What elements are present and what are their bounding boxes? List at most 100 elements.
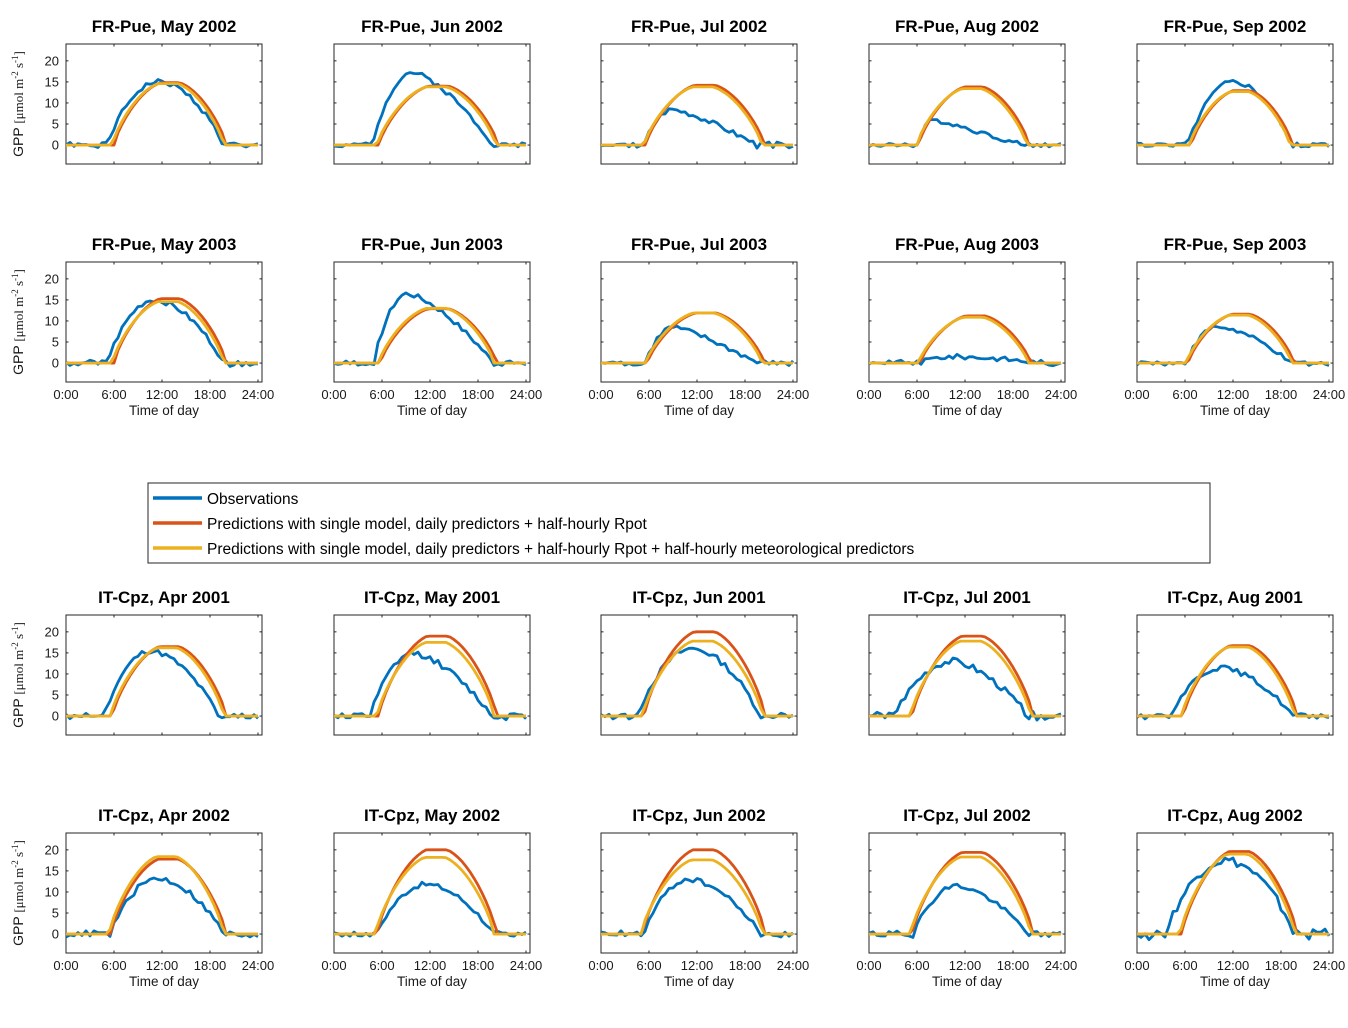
x-tick-label: 6:00 [636, 387, 661, 402]
y-tick-label: 5 [52, 906, 59, 921]
panel-2: FR-Pue, Jun 2002 [333, 17, 531, 165]
series-pred-rpot [869, 85, 1061, 147]
panel-title: FR-Pue, Jul 2003 [631, 235, 767, 254]
series-pred-rpot-met [334, 85, 526, 147]
panel-13: IT-Cpz, Jun 2001 [600, 588, 798, 736]
series-group [334, 291, 527, 367]
series-pred-rpot [869, 634, 1061, 718]
x-tick-label: 18:00 [729, 387, 762, 402]
series-group [1137, 79, 1330, 149]
series-pred-rpot-met [869, 87, 1061, 147]
series-pred-rpot-met [601, 858, 793, 936]
y-tick-label: 20 [45, 624, 59, 639]
panel-title: IT-Cpz, Jul 2001 [903, 588, 1031, 607]
x-tick-label: 12:00 [681, 387, 714, 402]
x-tick-label: 0:00 [1124, 958, 1149, 973]
x-tick-label: 18:00 [1265, 387, 1298, 402]
series-pred-rpot [334, 634, 526, 718]
y-tick-label: 15 [45, 863, 59, 878]
x-tick-label: 24:00 [510, 958, 543, 973]
axes-box [600, 43, 798, 165]
x-tick-label: 0:00 [1124, 387, 1149, 402]
x-tick-label: 6:00 [101, 958, 126, 973]
x-tick-label: 0:00 [321, 387, 346, 402]
series-group [334, 634, 527, 722]
axes-box [600, 614, 798, 736]
x-tick-label: 12:00 [146, 958, 179, 973]
x-tick-label: 24:00 [242, 958, 275, 973]
y-tick-label: 20 [45, 842, 59, 857]
panel-6: FR-Pue, May 2003 0 5 10 15 20 0:00 6:00 12:00 18:… [10, 235, 274, 418]
panel-title: IT-Cpz, May 2002 [364, 806, 500, 825]
panel-4: FR-Pue, Aug 2002 [868, 17, 1066, 165]
axes-box [65, 261, 263, 383]
x-tick-label: 12:00 [681, 958, 714, 973]
series-observations [66, 876, 259, 939]
y-tick-label: 15 [45, 292, 59, 307]
panel-title: FR-Pue, Jun 2003 [361, 235, 503, 254]
axes-box [333, 614, 531, 736]
x-axis-label: Time of day [1200, 974, 1270, 989]
x-tick-label: 24:00 [1045, 387, 1078, 402]
y-tick-label: 0 [52, 927, 59, 942]
y-tick-label: 10 [45, 666, 59, 681]
x-axis-label: Time of day [932, 974, 1002, 989]
series-pred-rpot [601, 311, 793, 365]
series-pred-rpot [1137, 312, 1329, 365]
x-tick-label: 18:00 [462, 958, 495, 973]
axes-box [600, 832, 798, 954]
y-tick-label: 10 [45, 313, 59, 328]
x-tick-label: 6:00 [369, 387, 394, 402]
y-tick-label: 15 [45, 74, 59, 89]
series-pred-rpot-met [1137, 645, 1329, 718]
series-pred-rpot-met [66, 855, 258, 936]
series-pred-rpot-met [334, 306, 526, 365]
x-tick-label: 18:00 [997, 387, 1030, 402]
panel-title: IT-Cpz, Apr 2002 [98, 806, 230, 825]
x-tick-label: 6:00 [1172, 387, 1197, 402]
x-tick-label: 0:00 [588, 958, 613, 973]
series-pred-rpot [66, 81, 258, 147]
series-pred-rpot [1137, 644, 1329, 718]
series-observations [1137, 856, 1331, 942]
series-pred-rpot-met [334, 641, 526, 718]
series-pred-rpot [869, 314, 1061, 365]
panel-14: IT-Cpz, Jul 2001 [868, 588, 1066, 736]
x-axis-label: Time of day [664, 403, 734, 418]
panel-17: IT-Cpz, May 2002 0:00 6:00 12:00 18:00 24:00 T… [321, 806, 542, 989]
legend-box [147, 482, 1211, 564]
series-group [66, 297, 258, 368]
x-tick-label: 18:00 [729, 958, 762, 973]
panel-title: FR-Pue, May 2003 [92, 235, 237, 254]
panel-title: IT-Cpz, May 2001 [364, 588, 500, 607]
legend: Observations Predictions with single mod… [147, 482, 1211, 564]
panel-title: FR-Pue, Jul 2002 [631, 17, 767, 36]
axes-box [1136, 261, 1334, 383]
panel-title: IT-Cpz, Jun 2001 [632, 588, 765, 607]
x-tick-label: 12:00 [1217, 387, 1250, 402]
series-pred-rpot [1137, 850, 1329, 936]
series-group [601, 83, 794, 150]
legend-label-pred2: Predictions with single model, daily pre… [207, 541, 915, 558]
series-pred-rpot-met [601, 85, 793, 147]
series-group [601, 848, 794, 939]
x-tick-label: 12:00 [949, 387, 982, 402]
x-tick-label: 12:00 [949, 958, 982, 973]
series-pred-rpot [601, 630, 793, 718]
series-group [1137, 644, 1330, 721]
x-tick-label: 0:00 [53, 958, 78, 973]
series-pred-rpot [334, 307, 526, 365]
legend-label-pred1: Predictions with single model, daily pre… [207, 516, 647, 533]
x-tick-label: 18:00 [1265, 958, 1298, 973]
series-pred-rpot-met [601, 311, 793, 365]
axes-box [65, 43, 263, 165]
series-pred-rpot-met [869, 855, 1061, 936]
panel-7: FR-Pue, Jun 2003 0:00 6:00 12:00 18:00 24:00 T… [321, 235, 542, 418]
axes-box [868, 43, 1066, 165]
series-observations [1137, 324, 1330, 367]
axes-box [65, 832, 263, 954]
axes-box [1136, 614, 1334, 736]
series-group [334, 848, 527, 938]
x-tick-label: 6:00 [1172, 958, 1197, 973]
